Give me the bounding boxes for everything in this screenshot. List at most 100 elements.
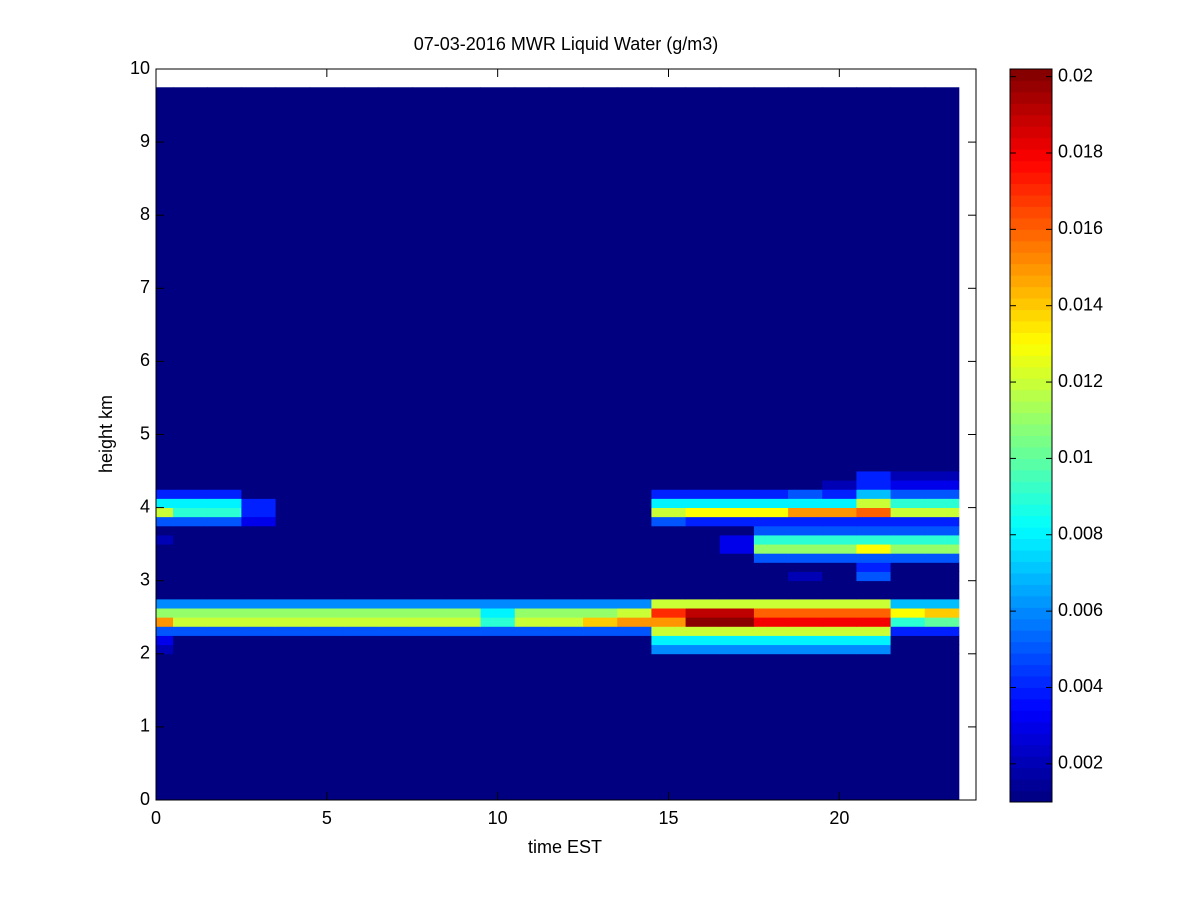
heat-cell — [753, 535, 789, 545]
heat-cell — [241, 480, 276, 490]
heat-cell — [788, 626, 823, 636]
heat-cell — [514, 571, 550, 582]
heat-cell — [514, 644, 550, 655]
heat-cell — [685, 562, 721, 572]
colorbar-swatch — [1010, 320, 1052, 333]
colorbar-tick-label: 0.002 — [1058, 753, 1103, 773]
heat-cell — [822, 471, 857, 481]
heat-cell — [514, 535, 550, 545]
heat-cell — [343, 525, 379, 536]
heat-cell — [856, 635, 891, 646]
heat-cell — [822, 635, 857, 646]
heat-cell — [446, 507, 481, 518]
heat-cell — [156, 571, 174, 582]
heat-cell — [856, 489, 891, 499]
y-tick-label: 7 — [140, 277, 150, 297]
heat-cell — [685, 580, 721, 600]
heat-cell — [924, 516, 960, 527]
heat-cell — [788, 635, 823, 646]
heat-cell — [207, 525, 242, 536]
heat-cell — [651, 544, 686, 554]
heat-cell — [890, 489, 926, 499]
heat-cell — [788, 562, 823, 572]
heat-cell — [719, 535, 755, 545]
heat-cell — [156, 608, 174, 618]
heat-cell — [480, 471, 516, 481]
heat-cell — [514, 553, 550, 563]
heat-cell — [856, 617, 891, 627]
colorbar-swatch — [1010, 538, 1052, 551]
heat-cell — [207, 626, 242, 636]
heat-cell — [548, 480, 584, 490]
heat-cell — [173, 471, 208, 481]
heat-cell — [309, 535, 345, 545]
colorbar-swatch — [1010, 756, 1052, 769]
heat-cell — [617, 471, 652, 481]
heat-cell — [617, 626, 652, 636]
colorbar-swatch — [1010, 527, 1052, 540]
heat-cell — [156, 480, 174, 490]
heat-cell — [207, 580, 242, 600]
heat-cell — [378, 571, 413, 582]
heat-cell — [651, 571, 686, 582]
heat-cell — [583, 87, 618, 472]
heat-cell — [924, 562, 960, 572]
heat-cell — [343, 626, 379, 636]
heat-cell — [651, 498, 686, 508]
heat-cell — [548, 626, 584, 636]
heat-cell — [617, 544, 652, 554]
y-tick-label: 3 — [140, 569, 150, 589]
heat-cell — [753, 644, 789, 655]
colorbar-swatch — [1010, 790, 1052, 803]
heat-cell — [343, 471, 379, 481]
heat-cell — [309, 626, 345, 636]
heat-cell — [548, 635, 584, 646]
heat-cell — [343, 580, 379, 600]
colorbar-tick-label: 0.02 — [1058, 65, 1093, 85]
heat-cell — [378, 525, 413, 536]
heat-cell — [156, 580, 174, 600]
heat-cell — [156, 535, 174, 545]
heat-cell — [156, 562, 174, 572]
heat-cell — [275, 580, 311, 600]
heat-cell — [651, 516, 686, 527]
heat-cell — [275, 544, 311, 554]
y-tick-label: 0 — [140, 789, 150, 809]
heat-cell — [719, 489, 755, 499]
heat-cell — [207, 598, 242, 609]
heat-cell — [275, 571, 311, 582]
colorbar-swatch — [1010, 275, 1052, 288]
heat-cell — [548, 608, 584, 618]
heat-cell — [822, 571, 857, 582]
heat-cell — [617, 516, 652, 527]
heat-cell — [207, 471, 242, 481]
heat-cell — [719, 544, 755, 554]
heat-cell — [514, 471, 550, 481]
colorbar-swatch — [1010, 618, 1052, 631]
heat-cell — [685, 626, 721, 636]
heat-cell — [343, 617, 379, 627]
heat-cell — [651, 608, 686, 618]
colorbar-swatch — [1010, 263, 1052, 276]
heat-cell — [651, 653, 686, 801]
heat-cell — [343, 535, 379, 545]
heat-cell — [241, 608, 276, 618]
heat-cell — [548, 535, 584, 545]
heat-cell — [856, 544, 891, 554]
colorbar-swatch — [1010, 217, 1052, 230]
heat-cell — [156, 489, 174, 499]
heat-cell — [378, 544, 413, 554]
heat-cell — [583, 489, 618, 499]
heat-cell — [719, 480, 755, 490]
heat-cell — [514, 525, 550, 536]
heat-cell — [412, 525, 447, 536]
chart-title: 07-03-2016 MWR Liquid Water (g/m3) — [414, 34, 718, 54]
heat-cell — [583, 544, 618, 554]
heat-cell — [719, 87, 755, 472]
colorbar-swatch — [1010, 160, 1052, 173]
heat-cell — [309, 635, 345, 646]
heat-cell — [480, 644, 516, 655]
heat-cell — [480, 507, 516, 518]
heat-cell — [685, 608, 721, 618]
heat-cell — [753, 626, 789, 636]
